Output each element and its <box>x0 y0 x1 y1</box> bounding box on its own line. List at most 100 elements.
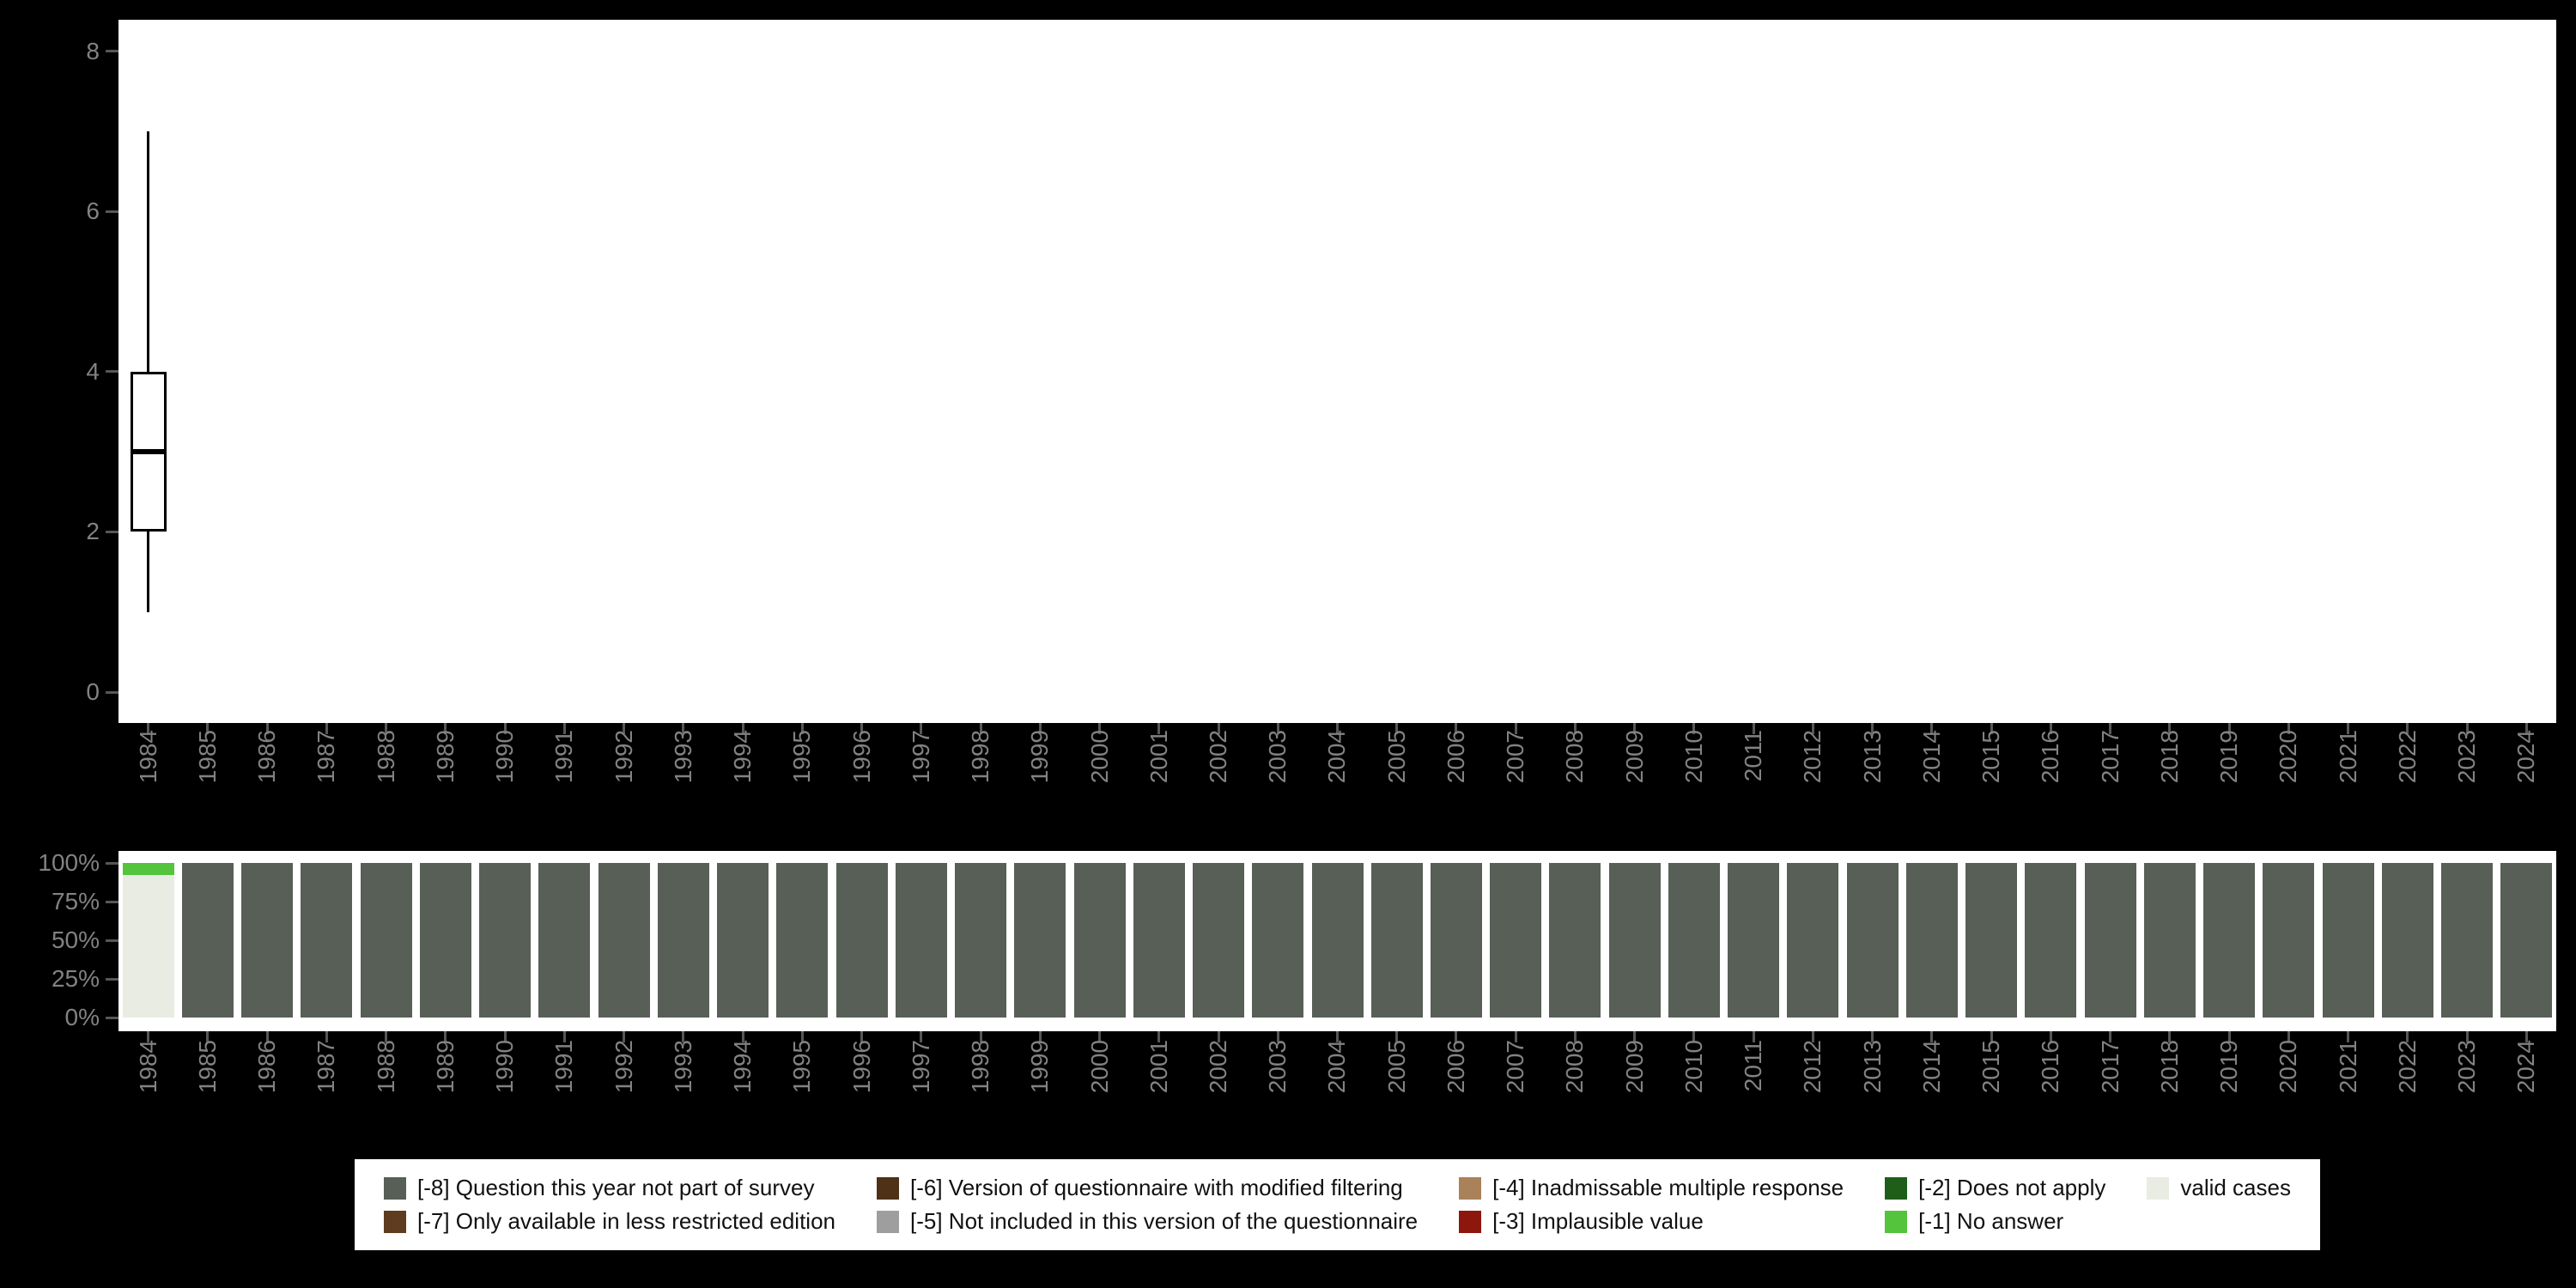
year-tick-mark <box>1573 1031 1577 1042</box>
year-tick-mark <box>1336 1031 1339 1042</box>
year-tick-mark <box>265 723 269 734</box>
year-label: 1993 <box>669 730 696 784</box>
year-tick-mark <box>1336 723 1339 734</box>
year-tick-mark <box>1633 1031 1637 1042</box>
year-label: 2003 <box>1264 1040 1291 1094</box>
bar-segment <box>2203 863 2256 1018</box>
bar-segment <box>1073 863 1126 1018</box>
year-label: 1995 <box>788 1040 816 1094</box>
stacked-bar <box>301 863 353 1018</box>
year-tick-mark <box>2168 1031 2172 1042</box>
year-label: 2021 <box>2334 730 2361 784</box>
year-tick-mark <box>1692 1031 1696 1042</box>
year-label: 2006 <box>1442 730 1469 784</box>
year-label: 2013 <box>1858 1040 1886 1094</box>
y-tick-label: 0 <box>86 678 100 705</box>
stacked-bar <box>479 863 532 1018</box>
year-label-cell: 2011 <box>1724 730 1783 829</box>
y-tick-label: 2 <box>86 518 100 545</box>
year-label: 2019 <box>2215 1040 2243 1094</box>
boxplot-whisker <box>147 131 150 612</box>
year-label: 2010 <box>1680 1040 1707 1094</box>
year-label: 2019 <box>2215 730 2243 784</box>
year-tick-mark <box>2406 723 2409 734</box>
year-tick-mark <box>1871 723 1874 734</box>
bar-segment <box>181 863 234 1018</box>
percent-tick-mark <box>106 900 118 903</box>
year-label: 1989 <box>431 1040 459 1094</box>
year-label-cell: 2022 <box>2378 730 2437 829</box>
legend-color-swatch <box>1885 1210 1908 1233</box>
year-label-cell: 2017 <box>2081 1040 2140 1139</box>
legend-item: [-8] Question this year not part of surv… <box>384 1175 835 1201</box>
year-label-cell: 2013 <box>1843 1040 1902 1139</box>
year-label: 2004 <box>1323 1040 1351 1094</box>
year-label-cell: 1999 <box>1011 730 1070 829</box>
bar-segment <box>241 863 294 1018</box>
year-label-cell: 1984 <box>118 1040 178 1139</box>
year-label: 2023 <box>2453 730 2481 784</box>
year-label: 1985 <box>193 1040 221 1094</box>
y-tick-label: 8 <box>86 37 100 64</box>
year-label-cell: 2002 <box>1188 1040 1248 1139</box>
stacked-bar <box>419 863 471 1018</box>
year-label: 2004 <box>1323 730 1351 784</box>
year-label: 1994 <box>729 1040 756 1094</box>
stacked-bar <box>1014 863 1066 1018</box>
percent-tick-label: 100% <box>38 849 100 876</box>
legend-item: [-7] Only available in less restricted e… <box>384 1208 835 1235</box>
legend-color-swatch <box>1459 1176 1482 1200</box>
stacked-bar <box>360 863 412 1018</box>
year-tick-mark <box>2109 1031 2112 1042</box>
stacked-bar <box>2441 863 2494 1018</box>
year-tick-mark <box>741 723 744 734</box>
year-tick-mark <box>1811 723 1814 734</box>
bar-segment <box>2263 863 2315 1018</box>
year-tick-mark <box>1098 723 1102 734</box>
stacked-bar <box>717 863 769 1018</box>
bar-segment <box>122 875 174 1018</box>
year-label: 2001 <box>1145 730 1172 784</box>
year-label-cell: 1992 <box>594 1040 653 1139</box>
year-tick-mark <box>1752 723 1755 734</box>
bar-segment <box>1965 863 2018 1018</box>
year-label-cell: 1985 <box>178 730 237 829</box>
year-label-cell: 1984 <box>118 730 178 829</box>
year-tick-mark <box>1871 1031 1874 1042</box>
legend-color-swatch <box>384 1176 406 1200</box>
bar-segment <box>1905 863 1958 1018</box>
year-label: 2016 <box>2037 1040 2064 1094</box>
year-tick-mark <box>1455 723 1458 734</box>
year-tick-mark <box>1752 1031 1755 1042</box>
stacked-bar <box>241 863 294 1018</box>
year-tick-mark <box>1276 723 1279 734</box>
year-tick-mark <box>2168 723 2172 734</box>
legend-color-swatch <box>1459 1210 1482 1233</box>
stacked-bar <box>1608 863 1661 1018</box>
year-tick-mark <box>2465 723 2469 734</box>
bar-segment <box>717 863 769 1018</box>
year-label: 2006 <box>1442 1040 1469 1094</box>
stacked-bar <box>1430 863 1482 1018</box>
year-label: 1985 <box>193 730 221 784</box>
year-label-cell: 2015 <box>1962 1040 2021 1139</box>
year-label: 1987 <box>313 730 340 784</box>
year-label-cell: 1992 <box>594 730 653 829</box>
bar-segment <box>1728 863 1780 1018</box>
year-tick-mark <box>206 723 210 734</box>
year-label-cell: 1994 <box>713 1040 772 1139</box>
bar-segment <box>955 863 1007 1018</box>
bar-segment <box>1252 863 1304 1018</box>
year-label: 2012 <box>1799 730 1826 784</box>
year-label: 2014 <box>1917 730 1945 784</box>
year-tick-mark <box>206 1031 210 1042</box>
year-label-cell: 2010 <box>1664 1040 1723 1139</box>
year-label-cell: 1986 <box>237 730 296 829</box>
year-label: 2001 <box>1145 1040 1172 1094</box>
year-tick-mark <box>444 1031 447 1042</box>
year-label-cell: 2008 <box>1546 1040 1605 1139</box>
year-label: 2009 <box>1620 730 1648 784</box>
year-tick-mark <box>623 723 626 734</box>
stacked-bar <box>776 863 829 1018</box>
